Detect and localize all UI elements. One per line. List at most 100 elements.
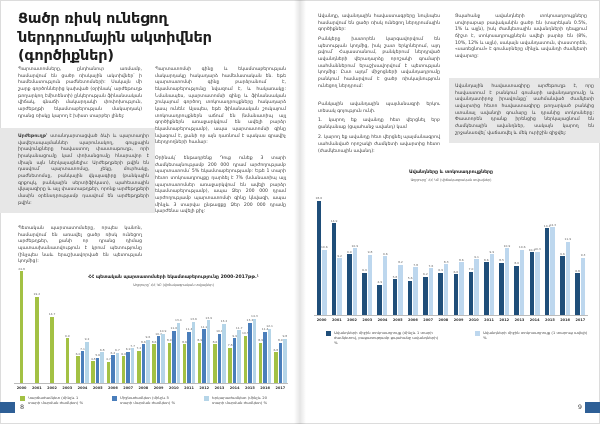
legend-label: Երկարաժամկետ (մինչև 20 տարի մարման ժամկե… — [212, 395, 268, 406]
bar-value-label: 10.6 — [321, 245, 328, 250]
bar — [560, 256, 565, 315]
definition-text: Ավանդային հավաստագիրը արժեթուղթ է, որը հ… — [455, 84, 594, 136]
bar-group: 6.8 9.3 2017 — [572, 192, 588, 323]
legend-item: Ավանդների միջին տոկոսադրույք (մինչև 1 տա… — [326, 330, 439, 345]
x-axis-tick-label: 2012 — [499, 317, 510, 322]
bar-value-label: 13.6 — [190, 317, 197, 322]
paragraph: Պետական պարտատոմսերը, որպես կանոն, համար… — [18, 226, 142, 265]
bar-value-label: 7.1 — [80, 346, 85, 351]
bar-value-label: 9.6 — [382, 251, 388, 256]
bar — [176, 322, 181, 383]
paragraph: Ցպահանջ ավանդների տոկոսադրույքները սովոր… — [455, 14, 587, 59]
page-number: 9 — [577, 403, 582, 411]
bar-value-label: 11.4 — [261, 327, 269, 332]
legend-label: Միջնաժամկետ (մինչև 5 տարի մարման ժամկետ)… — [120, 395, 176, 406]
bar-group: 14.7 2002 — [44, 266, 60, 391]
definition-highlight-block: Ավանդային հավաստագիրը արժեթուղթ է, որը հ… — [449, 78, 600, 144]
x-axis-tick-label: 2004 — [377, 317, 388, 322]
bar-group: 4.9 9.6 2004 — [374, 192, 391, 323]
bar-value-label: 18.6 — [315, 196, 323, 201]
bar-value-label: 10.9 — [503, 243, 511, 248]
x-axis-tick-label: 2010 — [168, 385, 179, 390]
legend-item: Ավանդների միջին տոկոսադրույք (1 տարուց ա… — [475, 330, 588, 345]
legend-swatch — [204, 395, 209, 401]
paragraph: Պարտատոմսերը, ընդհանուր առմամբ, համարվու… — [18, 67, 142, 119]
bar-value-label: 13.2 — [220, 319, 228, 324]
bar-group: 8.6 11.4 13.6 2011 — [181, 266, 197, 391]
bar-value-label: 9.2 — [84, 337, 90, 342]
bar-group: 7.2 8.6 9.6 2008 — [135, 266, 151, 391]
bar-value-label: 6.8 — [99, 347, 105, 352]
bar — [106, 361, 111, 383]
bar-group: 8.6 10.4 10.9 2009 — [150, 266, 166, 391]
bar — [529, 252, 535, 315]
paragraph: Բանկերը խստորեն կարգավորվում են պետությա… — [318, 37, 440, 89]
bar — [565, 241, 571, 315]
x-axis-tick-label: 2016 — [560, 317, 570, 322]
paragraph: Բանկային ավանդային պայմանագրի երկու տեսա… — [318, 102, 440, 114]
bar-group: 19.2 2001 — [29, 266, 45, 391]
legend-item: Միջնաժամկետ (մինչև 5 տարի մարման ժամկետ)… — [112, 395, 182, 405]
bar — [423, 276, 428, 315]
bar — [85, 341, 89, 383]
bar — [228, 347, 232, 383]
bar — [398, 264, 403, 315]
bar — [278, 342, 283, 383]
bar — [575, 273, 580, 315]
bar-value-label: 8.2 — [398, 260, 403, 265]
bar-value-label: 8.6 — [458, 257, 464, 262]
bar — [274, 352, 278, 383]
bar-value-label: 11.7 — [235, 325, 243, 330]
bar — [115, 352, 120, 383]
bar-group: 9.9 2003 — [59, 266, 75, 391]
bar — [453, 274, 459, 315]
bar — [217, 333, 222, 383]
legend-label: Ավանդների միջին տոկոսադրույք (1 տարուց ա… — [483, 330, 588, 341]
x-axis-tick-label: 2015 — [545, 317, 555, 322]
bar-group: 9.6 11.9 2016 — [557, 192, 573, 323]
bar — [252, 318, 257, 383]
bar-value-label: 9.9 — [232, 333, 238, 338]
x-axis-tick-label: 2001 — [31, 385, 42, 390]
bar-value-label: 10.3 — [534, 247, 541, 252]
bar-value-label: 7.2 — [136, 346, 142, 351]
bar-group: 5.8 8.2 2005 — [390, 192, 406, 323]
bar-value-label: 7.7 — [130, 343, 136, 348]
bar-value-label: 8.6 — [182, 339, 187, 344]
bar — [519, 249, 525, 315]
deposit-types-list: 1. կարող եք ավանդը հետ վերցնել երբ ցանկա… — [318, 118, 440, 155]
bar-group: 8.9 11.4 12.1 2016 — [257, 266, 273, 391]
bar-value-label: 7.8 — [227, 343, 233, 348]
bar-value-label: 14.3 — [251, 314, 258, 319]
bar-group: 10.2 10.3 2014 — [527, 192, 543, 323]
bar-value-label: 9.1 — [474, 254, 479, 259]
bar — [514, 265, 519, 315]
bar-value-label: 14.3 — [549, 222, 556, 227]
definition-term: Արժեթուղթ՝ — [18, 134, 48, 139]
bar-value-label: 6.8 — [273, 347, 279, 352]
x-axis-tick-label: 2005 — [92, 385, 103, 390]
bar — [258, 342, 263, 383]
x-axis-tick-label: 2003 — [362, 317, 373, 322]
bar-value-label: 9.9 — [346, 249, 352, 254]
bar — [535, 251, 540, 315]
page-gutter-shadow — [294, 0, 306, 424]
x-axis-tick-label: 2002 — [347, 317, 357, 322]
x-axis-tick-label: 2007 — [423, 317, 434, 322]
legend-label: Ավանդների միջին տոկոսադրույք (մինչև 1 տա… — [334, 330, 439, 346]
bar — [187, 331, 191, 383]
bar — [91, 361, 95, 383]
bar-group: 14.9 9.2 2001 — [329, 192, 345, 323]
page-corner-marker — [0, 402, 15, 413]
bar — [367, 254, 373, 315]
bar-value-label: 14.9 — [330, 218, 338, 223]
chart-title: Ավանդները և տոկոսադրույքները — [409, 170, 493, 175]
bar — [167, 342, 172, 383]
bar — [213, 344, 217, 383]
bar — [121, 356, 126, 383]
bar — [459, 262, 464, 315]
bar — [283, 338, 287, 383]
chart-legend: Կարճաժամկետ (մինչև 1 տարի մարման ժամկետ)… — [20, 395, 290, 405]
x-axis-tick-label: 2013 — [514, 317, 525, 322]
